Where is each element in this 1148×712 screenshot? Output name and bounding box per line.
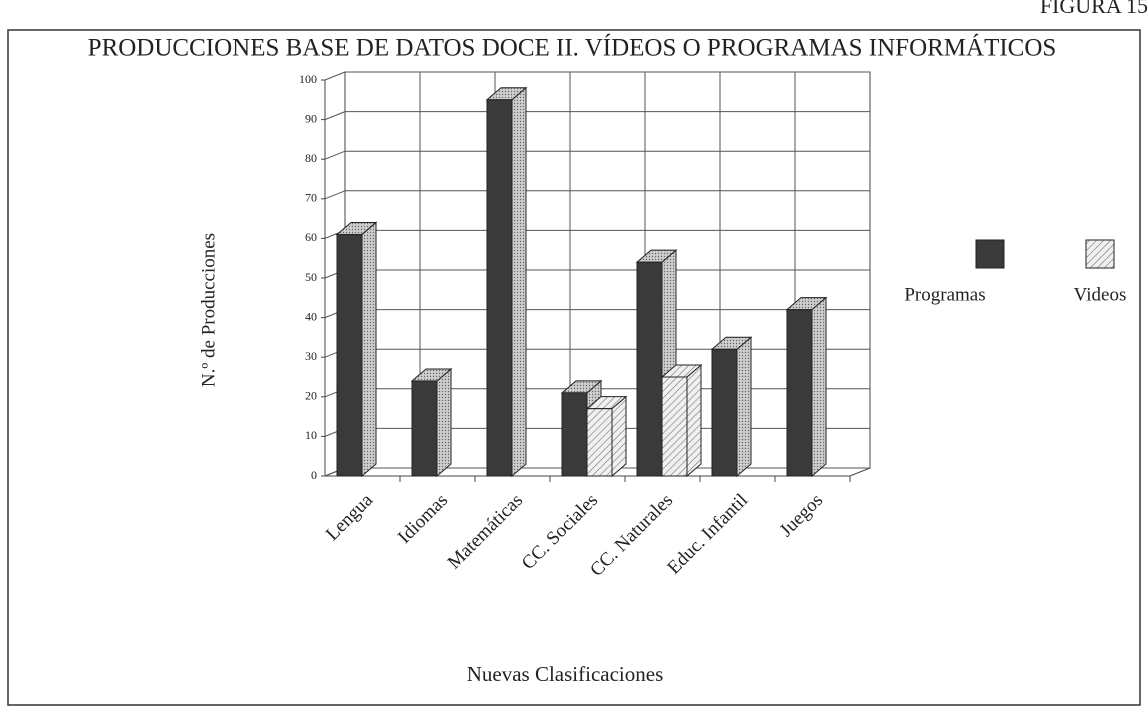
bar-side [686,363,702,478]
bar-side [811,296,827,478]
bar [486,99,513,477]
grid-line [324,111,346,121]
bar [561,392,588,477]
x-axis-title: Nuevas Clasificaciones [467,662,664,686]
x-tick-label: Educ. Infantil [663,490,752,579]
x-tick-label: Juegos [776,490,827,541]
y-tick-label: 10 [305,428,317,442]
y-tick-label: 90 [305,111,317,125]
legend-swatch [975,239,1005,269]
grid-line [324,71,346,81]
y-tick-label: 30 [305,349,317,363]
bar [661,376,688,477]
bar [636,261,663,477]
y-tick-label: 0 [311,468,317,482]
grid-line [324,190,346,200]
y-axis-title: N.º de Producciones [198,233,219,387]
bar-side [361,221,377,478]
figure-label: FIGURA 15 [1040,0,1148,18]
bar-side [611,395,627,478]
bar [586,408,613,477]
y-tick-label: 70 [305,191,317,205]
y-tick-label: 60 [305,230,317,244]
frame [7,29,1141,706]
y-tick-label: 40 [305,309,317,323]
bar-side [511,86,527,478]
bar [786,309,813,477]
y-tick-label: 80 [305,151,317,165]
x-tick-label: Matemáticas [444,490,527,573]
y-tick-label: 20 [305,389,317,403]
legend-label: Videos [1074,284,1127,305]
bar [411,380,438,477]
x-tick-label: Lengua [322,489,378,545]
y-tick-label: 100 [299,72,317,86]
bar [336,233,363,477]
legend-swatch [1085,239,1115,269]
y-tick-label: 50 [305,270,317,284]
grid-line [324,150,346,160]
bar-side [736,336,752,478]
bar [711,348,738,477]
legend-label: Programas [904,284,985,305]
bar-side [436,367,452,478]
chart-title: PRODUCCIONES BASE DE DATOS DOCE II. VÍDE… [88,34,1057,62]
x-tick-label: Idiomas [394,490,452,548]
